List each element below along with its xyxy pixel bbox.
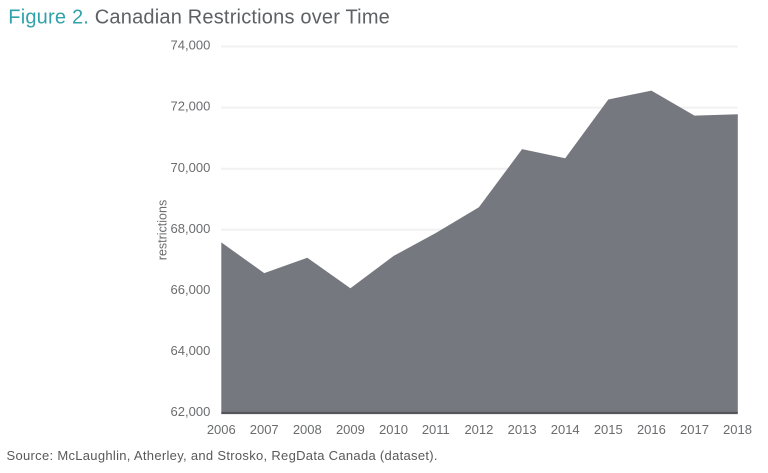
svg-text:restrictions: restrictions [156, 200, 170, 260]
svg-text:2009: 2009 [336, 422, 365, 437]
svg-text:62,000: 62,000 [171, 404, 211, 419]
svg-text:Figure 2. Canadian Restriction: Figure 2. Canadian Restrictions over Tim… [8, 6, 390, 28]
svg-text:2014: 2014 [551, 422, 580, 437]
svg-text:68,000: 68,000 [171, 221, 211, 236]
svg-text:2008: 2008 [293, 422, 322, 437]
svg-text:2011: 2011 [422, 422, 450, 437]
svg-text:66,000: 66,000 [171, 282, 211, 297]
svg-text:2017: 2017 [680, 422, 709, 437]
svg-text:2016: 2016 [637, 422, 666, 437]
svg-text:2007: 2007 [250, 422, 279, 437]
svg-text:70,000: 70,000 [171, 160, 211, 175]
svg-text:2018: 2018 [723, 422, 752, 437]
svg-text:2013: 2013 [508, 422, 537, 437]
svg-text:2015: 2015 [594, 422, 623, 437]
svg-text:74,000: 74,000 [171, 38, 211, 53]
svg-text:2010: 2010 [379, 422, 408, 437]
svg-text:64,000: 64,000 [171, 343, 211, 358]
svg-text:72,000: 72,000 [171, 99, 211, 114]
svg-text:Source: McLaughlin, Atherley,: Source: McLaughlin, Atherley, and Strosk… [7, 448, 438, 463]
svg-text:2006: 2006 [207, 422, 236, 437]
svg-text:2012: 2012 [464, 422, 493, 437]
